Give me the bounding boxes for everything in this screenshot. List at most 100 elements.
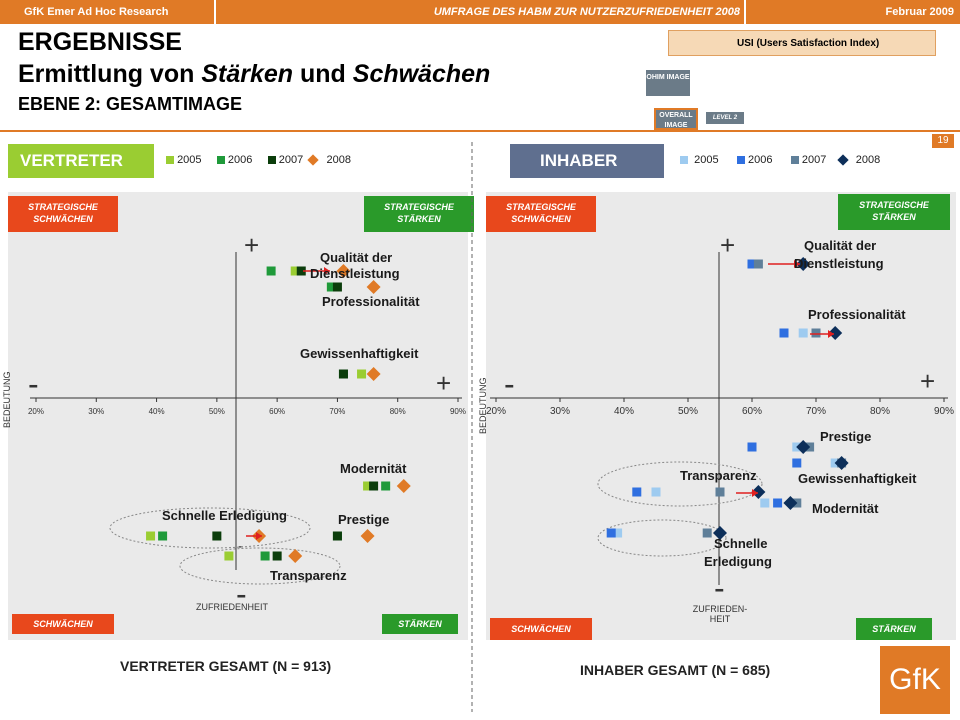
marker-2008 <box>751 485 766 499</box>
inhaber-minus-left: - <box>504 366 515 402</box>
legend-swatch-2005 <box>680 156 688 165</box>
marker-2006 <box>792 458 802 468</box>
marker-2007 <box>702 528 712 538</box>
x-tick-label: 70% <box>806 406 826 417</box>
vertreter-strat-weak-box: STRATEGISCHE SCHWÄCHEN <box>8 196 118 232</box>
highlight-ellipse <box>109 507 311 549</box>
highlight-ellipse <box>179 547 341 585</box>
gfk-logo: GfK <box>880 646 950 714</box>
marker-2005 <box>290 266 300 276</box>
inhaber-footer: INHABER GESAMT (N = 685) <box>580 662 771 678</box>
inhaber-weak-box: SCHWÄCHEN <box>490 618 592 640</box>
header-separator <box>744 0 746 24</box>
inhaber-legend: 2005 2006 2007 2008 <box>680 154 880 166</box>
x-tick-label: 50% <box>209 407 225 416</box>
x-tick-label: 70% <box>329 407 345 416</box>
marker-2005 <box>357 369 367 379</box>
x-tick-label: 80% <box>390 407 406 416</box>
vertreter-weak-box: SCHWÄCHEN <box>12 614 114 634</box>
marker-2006 <box>158 531 168 541</box>
x-tick-label: 20% <box>486 406 506 417</box>
vertreter-plus-top: + <box>244 230 260 260</box>
trend-arrowhead <box>828 330 834 338</box>
inhaber-strat-strong-box: STRATEGISCHE STÄRKEN <box>838 194 950 230</box>
marker-2008 <box>783 496 798 510</box>
marker-2007 <box>811 328 821 338</box>
marker-2008 <box>336 264 351 278</box>
marker-2007 <box>338 369 348 379</box>
marker-2008 <box>713 526 727 540</box>
x-tick-label: 40% <box>149 407 165 416</box>
page-number: 19 <box>932 134 954 148</box>
marker-2006 <box>381 481 391 491</box>
vertreter-minus-small: - <box>238 538 244 555</box>
item-label: Prestige <box>338 512 389 527</box>
marker-2008 <box>828 326 843 340</box>
x-tick-label: 40% <box>614 406 634 417</box>
marker-2008 <box>834 456 849 470</box>
marker-2006 <box>606 528 616 538</box>
item-label: Prestige <box>820 429 871 444</box>
header-center: UMFRAGE DES HABM ZUR NUTZERZUFRIEDENHEIT… <box>433 6 740 18</box>
marker-2007 <box>332 282 342 292</box>
item-label: Schnelle <box>714 536 767 551</box>
x-tick-label: 80% <box>870 406 890 417</box>
x-tick-label: 90% <box>450 407 466 416</box>
marker-2008 <box>796 440 811 454</box>
item-label: Transparenz <box>680 468 757 483</box>
marker-2006 <box>266 266 276 276</box>
x-tick-label: 30% <box>88 407 104 416</box>
panel-inhaber <box>486 192 956 640</box>
overall-box: OVERALL IMAGE <box>654 108 698 130</box>
inhaber-strat-weak-box: STRATEGISCHE SCHWÄCHEN <box>486 196 596 232</box>
item-label: Professionalität <box>322 294 420 309</box>
marker-2005 <box>613 528 623 538</box>
item-label: Schnelle Erledigung <box>162 508 287 523</box>
x-tick-label: 60% <box>742 406 762 417</box>
marker-2005 <box>146 531 156 541</box>
item-label: Modernität <box>340 461 407 476</box>
top-bar: GfK Emer Ad Hoc Research UMFRAGE DES HAB… <box>0 0 960 24</box>
marker-2006 <box>632 487 642 497</box>
marker-2007 <box>753 259 763 269</box>
trend-arrowhead <box>752 489 758 497</box>
item-label: Qualität der <box>320 250 392 265</box>
vertreter-strat-strong-box: STRATEGISCHE STÄRKEN <box>364 196 474 232</box>
legend-swatch-2007 <box>267 156 276 165</box>
inhaber-plus-right: + <box>920 366 936 396</box>
header-separator <box>214 0 216 24</box>
marker-2006 <box>773 498 783 508</box>
level-box: LEVEL 2 <box>706 112 744 124</box>
item-label: Dienstleistung <box>310 266 400 281</box>
inhaber-strong-box: STÄRKEN <box>856 618 932 640</box>
vertreter-strong-box: STÄRKEN <box>382 614 458 634</box>
item-label: Modernität <box>812 501 879 516</box>
header-left: GfK Emer Ad Hoc Research <box>24 6 169 18</box>
marker-2007 <box>715 487 725 497</box>
marker-2008 <box>796 257 811 271</box>
page-level: EBENE 2: GESAMTIMAGE <box>18 94 243 114</box>
legend-swatch-2006 <box>736 156 745 165</box>
marker-2005 <box>798 328 808 338</box>
item-label: Gewissenhaftigkeit <box>300 346 419 361</box>
marker-2006 <box>779 328 789 338</box>
marker-2007 <box>369 481 379 491</box>
level-diagram: USI (Users Satisfaction Index) OHIM IMAG… <box>640 28 940 132</box>
vertreter-minus-left: - <box>28 366 39 402</box>
panel-vertreter <box>8 192 468 640</box>
vertreter-plus-right: + <box>436 368 452 398</box>
marker-2008 <box>288 549 303 563</box>
marker-2008 <box>366 280 381 294</box>
highlight-ellipse <box>597 519 727 557</box>
page-subtitle: Ermittlung von Stärken und Schwächen <box>18 60 491 88</box>
marker-2006 <box>747 259 757 269</box>
marker-2005 <box>224 551 234 561</box>
x-tick-label: 90% <box>934 406 954 417</box>
highlight-ellipse <box>597 461 763 507</box>
marker-2005 <box>651 487 661 497</box>
x-tick-label: 30% <box>550 406 570 417</box>
marker-2007 <box>212 531 222 541</box>
vertreter-xlabel: ZUFRIEDENHEIT <box>196 602 268 612</box>
trend-arrowhead <box>794 260 800 268</box>
